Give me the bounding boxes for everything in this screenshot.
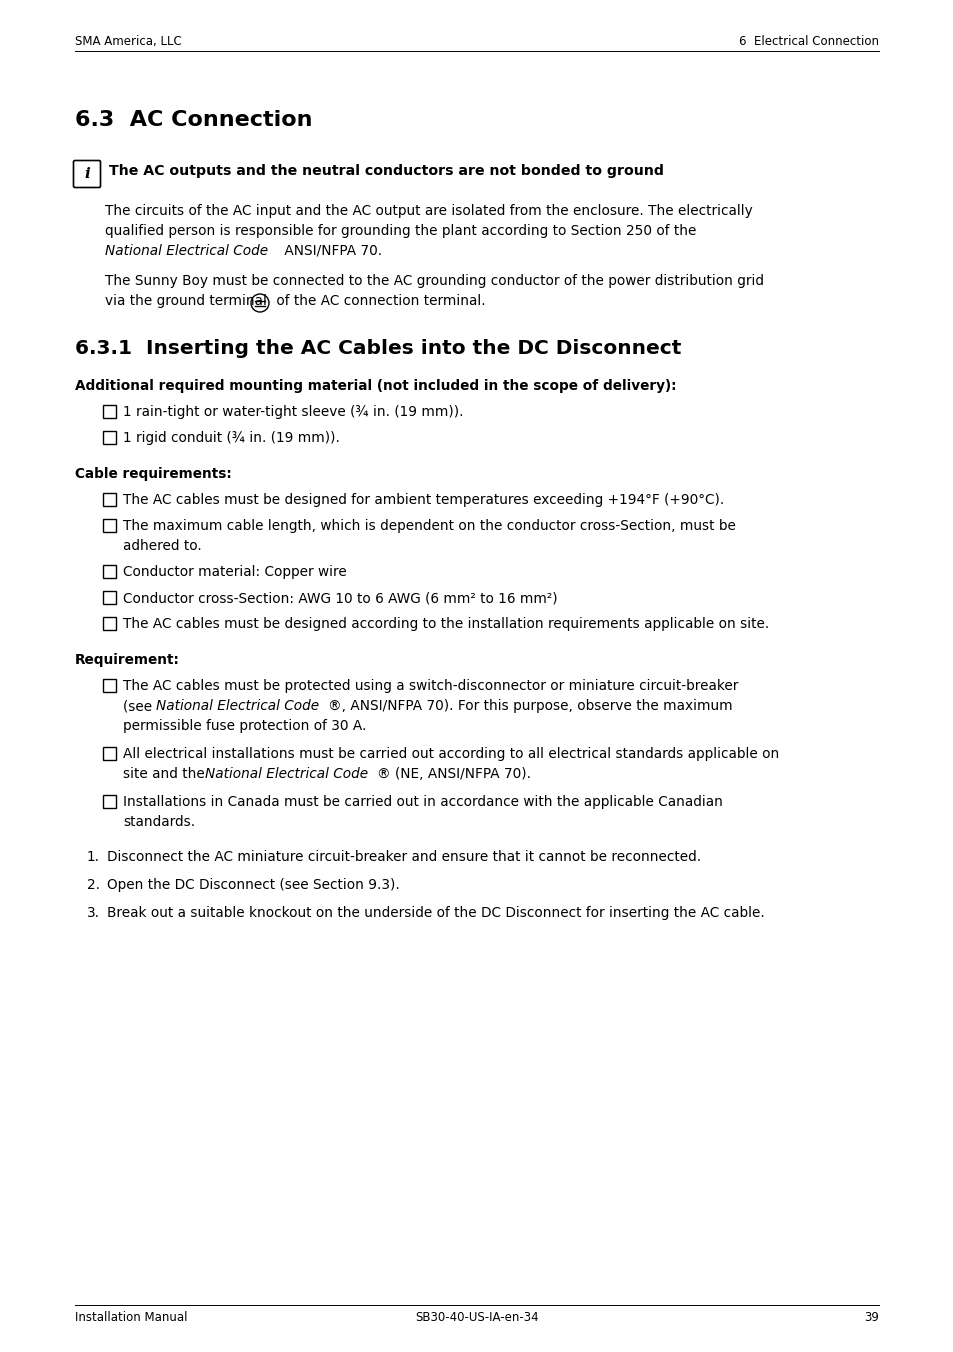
Bar — [103, 431, 116, 443]
Text: 1.: 1. — [87, 850, 100, 864]
Text: Installation Manual: Installation Manual — [75, 1311, 188, 1324]
Text: 1 rigid conduit (¾ in. (19 mm)).: 1 rigid conduit (¾ in. (19 mm)). — [123, 431, 339, 445]
Text: 39: 39 — [863, 1311, 878, 1324]
Text: Conductor material: Copper wire: Conductor material: Copper wire — [123, 565, 346, 579]
Text: Installations in Canada must be carried out in accordance with the applicable Ca: Installations in Canada must be carried … — [123, 795, 722, 808]
Text: ANSI/NFPA 70.: ANSI/NFPA 70. — [280, 243, 382, 258]
Text: 2.: 2. — [87, 877, 100, 892]
Text: site and the: site and the — [123, 767, 209, 781]
Bar — [103, 748, 116, 760]
Text: 6.3  AC Connection: 6.3 AC Connection — [75, 110, 313, 130]
Text: via the ground terminal: via the ground terminal — [105, 293, 267, 308]
Text: 6.3.1  Inserting the AC Cables into the DC Disconnect: 6.3.1 Inserting the AC Cables into the D… — [75, 339, 680, 358]
Text: qualified person is responsible for grounding the plant according to Section 250: qualified person is responsible for grou… — [105, 224, 696, 238]
Text: SB30-40-US-IA-en-34: SB30-40-US-IA-en-34 — [415, 1311, 538, 1324]
Text: Additional required mounting material (not included in the scope of delivery):: Additional required mounting material (n… — [75, 379, 676, 393]
Text: The AC cables must be designed for ambient temperatures exceeding +194°F (+90°C): The AC cables must be designed for ambie… — [123, 493, 723, 507]
Text: Cable requirements:: Cable requirements: — [75, 466, 232, 481]
Text: All electrical installations must be carried out according to all electrical sta: All electrical installations must be car… — [123, 748, 779, 761]
Bar — [103, 795, 116, 808]
Text: (see: (see — [123, 699, 156, 713]
Bar — [103, 565, 116, 579]
Text: Disconnect the AC miniature circuit-breaker and ensure that it cannot be reconne: Disconnect the AC miniature circuit-brea… — [107, 850, 700, 864]
Text: The Sunny Boy must be connected to the AC grounding conductor of the power distr: The Sunny Boy must be connected to the A… — [105, 274, 763, 288]
Bar — [103, 406, 116, 418]
Text: Requirement:: Requirement: — [75, 653, 180, 667]
Text: Conductor cross-Section: AWG 10 to 6 AWG (6 mm² to 16 mm²): Conductor cross-Section: AWG 10 to 6 AWG… — [123, 591, 558, 604]
FancyBboxPatch shape — [73, 161, 100, 188]
Text: National Electrical Code: National Electrical Code — [105, 243, 268, 258]
Text: Open the DC Disconnect (see Section 9.3).: Open the DC Disconnect (see Section 9.3)… — [107, 877, 399, 892]
Text: The AC cables must be designed according to the installation requirements applic: The AC cables must be designed according… — [123, 617, 768, 631]
Text: National Electrical Code: National Electrical Code — [205, 767, 368, 781]
Text: 1 rain-tight or water-tight sleeve (¾ in. (19 mm)).: 1 rain-tight or water-tight sleeve (¾ in… — [123, 406, 463, 419]
Text: adhered to.: adhered to. — [123, 539, 201, 553]
Bar — [103, 493, 116, 506]
Bar — [103, 617, 116, 630]
Text: The maximum cable length, which is dependent on the conductor cross-Section, mus: The maximum cable length, which is depen… — [123, 519, 735, 533]
Text: The AC cables must be protected using a switch-disconnector or miniature circuit: The AC cables must be protected using a … — [123, 679, 738, 694]
Text: i: i — [84, 168, 90, 181]
Bar — [103, 679, 116, 692]
Text: The AC outputs and the neutral conductors are not bonded to ground: The AC outputs and the neutral conductor… — [109, 164, 663, 178]
Text: 6  Electrical Connection: 6 Electrical Connection — [739, 35, 878, 49]
Bar — [103, 519, 116, 531]
Text: Break out a suitable knockout on the underside of the DC Disconnect for insertin: Break out a suitable knockout on the und… — [107, 906, 764, 919]
Text: of the AC connection terminal.: of the AC connection terminal. — [272, 293, 485, 308]
Text: ®, ANSI/NFPA 70). For this purpose, observe the maximum: ®, ANSI/NFPA 70). For this purpose, obse… — [328, 699, 732, 713]
Text: National Electrical Code: National Electrical Code — [156, 699, 319, 713]
Text: The circuits of the AC input and the AC output are isolated from the enclosure. : The circuits of the AC input and the AC … — [105, 204, 752, 218]
Text: standards.: standards. — [123, 815, 195, 829]
Text: SMA America, LLC: SMA America, LLC — [75, 35, 182, 49]
Bar — [103, 591, 116, 604]
Text: ® (NE, ANSI/NFPA 70).: ® (NE, ANSI/NFPA 70). — [376, 767, 531, 781]
Text: 3.: 3. — [87, 906, 100, 919]
Text: permissible fuse protection of 30 A.: permissible fuse protection of 30 A. — [123, 719, 366, 733]
